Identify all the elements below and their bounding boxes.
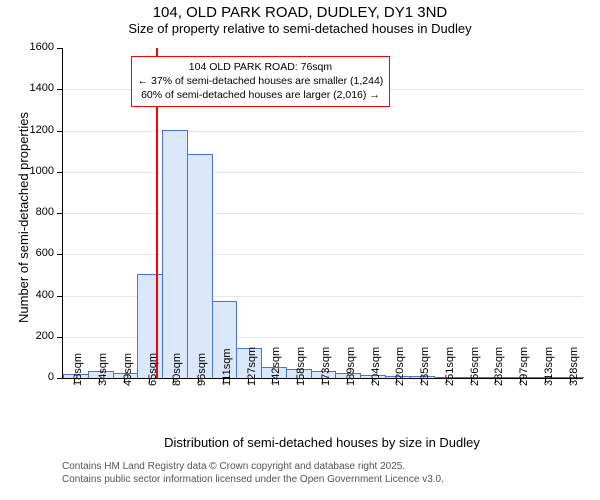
chart-container: 104, OLD PARK ROAD, DUDLEY, DY1 3ND Size… bbox=[0, 0, 600, 500]
gridline bbox=[63, 131, 583, 132]
ytick-label: 800 bbox=[0, 206, 54, 218]
ytick-label: 1000 bbox=[0, 165, 54, 177]
ytick-mark bbox=[57, 172, 62, 173]
ytick-mark bbox=[57, 337, 62, 338]
ytick-label: 600 bbox=[0, 247, 54, 259]
ytick-label: 200 bbox=[0, 330, 54, 342]
ytick-label: 0 bbox=[0, 371, 54, 383]
callout-line1: 104 OLD PARK ROAD: 76sqm bbox=[138, 60, 384, 74]
credits-block: Contains HM Land Registry data © Crown c… bbox=[62, 460, 444, 486]
credit-line-1: Contains HM Land Registry data © Crown c… bbox=[62, 460, 444, 473]
ytick-label: 1200 bbox=[0, 124, 54, 136]
plot-area: 104 OLD PARK ROAD: 76sqm← 37% of semi-de… bbox=[62, 48, 583, 379]
ytick-label: 1400 bbox=[0, 82, 54, 94]
callout-line2: ← 37% of semi-detached houses are smalle… bbox=[138, 74, 384, 88]
ytick-mark bbox=[57, 378, 62, 379]
ytick-label: 400 bbox=[0, 289, 54, 301]
ytick-mark bbox=[57, 213, 62, 214]
chart-subtitle: Size of property relative to semi-detach… bbox=[0, 21, 600, 36]
ytick-mark bbox=[57, 296, 62, 297]
callout-box: 104 OLD PARK ROAD: 76sqm← 37% of semi-de… bbox=[131, 56, 391, 107]
ytick-mark bbox=[57, 89, 62, 90]
gridline bbox=[63, 254, 583, 255]
histogram-bar bbox=[187, 154, 213, 378]
chart-title: 104, OLD PARK ROAD, DUDLEY, DY1 3ND bbox=[0, 0, 600, 21]
histogram-bar bbox=[162, 130, 188, 379]
credit-line-2: Contains public sector information licen… bbox=[62, 473, 444, 486]
callout-line3: 60% of semi-detached houses are larger (… bbox=[138, 88, 384, 102]
x-axis-label: Distribution of semi-detached houses by … bbox=[62, 435, 582, 450]
ytick-mark bbox=[57, 254, 62, 255]
gridline bbox=[63, 213, 583, 214]
ytick-label: 1600 bbox=[0, 41, 54, 53]
ytick-mark bbox=[57, 131, 62, 132]
gridline bbox=[63, 172, 583, 173]
ytick-mark bbox=[57, 48, 62, 49]
